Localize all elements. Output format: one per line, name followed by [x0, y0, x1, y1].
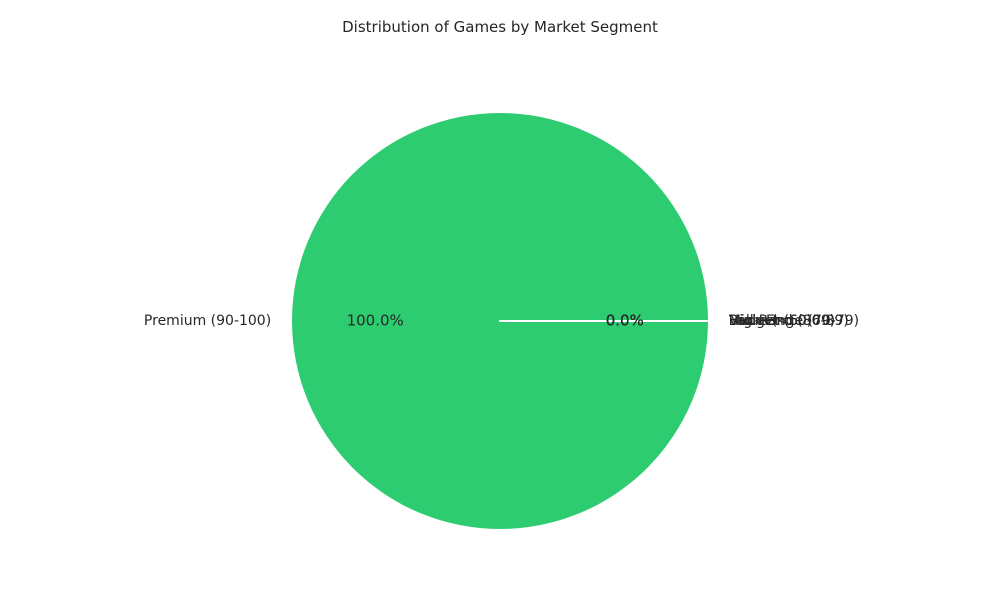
slice-label-high-end-80-89: High-End (80-89) [729, 313, 849, 329]
slice-label-budget-60-69: Budget (60-69) [729, 313, 835, 329]
pie-slices [292, 113, 709, 529]
slice-pct-mid-range-70-79: 0.0% [606, 312, 644, 330]
slice-pct-premium-90-100: 100.0% [347, 312, 404, 330]
chart-title: Distribution of Games by Market Segment [342, 18, 658, 36]
slice-label-premium-90-100: Premium (90-100) [144, 313, 271, 329]
slice-label-mid-range-70-79: Mid-Range (70-79) [729, 313, 859, 329]
pie-labels: Premium (90-100) 100.0% High-End (80-89) 0.… [144, 312, 859, 330]
slice-pct-value-60: 0.0% [606, 312, 644, 330]
slice-pct-high-end-80-89: 0.0% [606, 312, 644, 330]
slice-label-value-60: Value (<60) [729, 313, 812, 329]
slice-pct-budget-60-69: 0.0% [606, 312, 644, 330]
